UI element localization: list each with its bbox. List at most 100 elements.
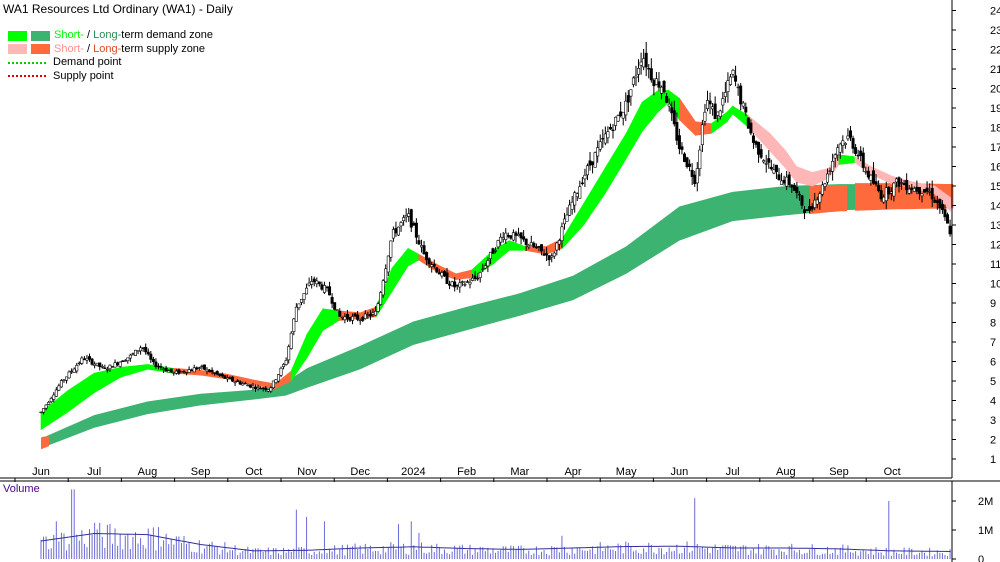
- candle-body: [499, 236, 503, 243]
- month-label: Jul: [726, 466, 740, 478]
- price-tick-label: 20: [990, 84, 1000, 96]
- candle-body: [900, 182, 904, 184]
- candle-body: [660, 86, 664, 94]
- price-tick-label: 7: [990, 337, 996, 349]
- candle-body: [113, 362, 117, 368]
- candle-body: [683, 153, 687, 162]
- candle-body: [726, 80, 730, 92]
- candle-body: [874, 181, 878, 185]
- month-label: Apr: [564, 466, 581, 478]
- candle-body: [116, 362, 120, 365]
- candle-body: [785, 176, 789, 187]
- candle-body: [422, 245, 426, 255]
- candle-body: [440, 272, 444, 277]
- candle-body: [501, 237, 505, 240]
- long-term-supply-block: [809, 185, 847, 214]
- long-term-demand-band: [41, 184, 951, 449]
- month-label: Aug: [138, 466, 158, 478]
- candle-body: [259, 387, 263, 390]
- long-term-supply-block: [41, 436, 49, 450]
- candle-body: [946, 214, 950, 224]
- candle-body: [657, 81, 661, 88]
- candle-body: [877, 185, 881, 192]
- candle-body: [568, 204, 572, 216]
- candle-body: [593, 152, 597, 168]
- candle-body: [565, 214, 569, 222]
- candle-body: [514, 232, 518, 236]
- candle-body: [621, 111, 625, 119]
- candle-body: [810, 206, 814, 210]
- candle-body: [404, 215, 408, 218]
- candle-body: [705, 100, 709, 109]
- candle-body: [580, 182, 584, 185]
- zone-layer: [40, 89, 954, 450]
- candle-body: [930, 188, 934, 200]
- short-term-supply-segment: [812, 168, 829, 187]
- candle-body: [772, 169, 776, 174]
- candle-body: [151, 358, 155, 362]
- candle-body: [938, 199, 942, 209]
- candle-body: [751, 135, 755, 143]
- candle-body: [667, 103, 671, 107]
- candle-body: [425, 251, 429, 261]
- candle-body: [317, 281, 321, 285]
- short-term-demand-segment: [838, 154, 856, 165]
- candle-body: [700, 124, 704, 145]
- candle-body: [70, 370, 74, 373]
- candle-body: [282, 364, 286, 367]
- candle-body: [190, 369, 194, 372]
- legend-supply-rest: term supply zone: [121, 42, 206, 55]
- price-tick-label: 18: [990, 123, 1000, 135]
- candle-body: [136, 350, 140, 352]
- month-label: Oct: [884, 466, 901, 478]
- candle-body: [649, 68, 653, 81]
- candle-body: [542, 253, 546, 256]
- short-term-supply-segment: [796, 166, 813, 187]
- candle-body: [511, 232, 515, 241]
- month-label: Feb: [457, 466, 476, 478]
- candle-body: [72, 368, 76, 373]
- candle-body: [322, 285, 326, 293]
- candle-body: [800, 195, 804, 206]
- candle-body: [368, 313, 372, 317]
- candle-body: [815, 199, 819, 205]
- volume-tick-label: 2M: [978, 496, 993, 508]
- candle-body: [583, 174, 587, 180]
- candle-body: [121, 360, 125, 363]
- candle-body: [902, 183, 906, 186]
- candle-body: [792, 184, 796, 191]
- candle-body: [764, 163, 768, 165]
- short-term-demand-segment: [562, 202, 584, 250]
- candle-body: [133, 349, 137, 356]
- candle-body: [100, 366, 104, 368]
- candle-body: [519, 232, 523, 239]
- candle-body: [654, 78, 658, 85]
- candle-body: [430, 264, 434, 268]
- candle-body: [575, 193, 579, 198]
- candle-body: [634, 75, 638, 79]
- candle-body: [639, 61, 643, 66]
- candle-body: [611, 129, 615, 132]
- candle-body: [213, 372, 217, 374]
- candle-body: [195, 367, 199, 370]
- candle-body: [169, 368, 173, 373]
- price-tick-label: 15: [990, 181, 1000, 193]
- candle-body: [310, 281, 314, 285]
- candle-body: [381, 280, 385, 296]
- candle-body: [126, 357, 130, 362]
- candle-body: [762, 160, 766, 163]
- candle-body: [864, 171, 868, 173]
- candle-body: [376, 303, 380, 312]
- candle-body: [340, 316, 344, 319]
- candle-body: [647, 67, 651, 70]
- candle-body: [98, 362, 102, 368]
- candle-body: [614, 116, 618, 126]
- price-tick-label: 14: [990, 201, 1000, 213]
- candle-body: [685, 157, 689, 168]
- candle-body: [432, 264, 436, 267]
- candle-body: [670, 107, 674, 114]
- candle-body: [573, 192, 577, 206]
- candle-body: [481, 268, 485, 271]
- candle-body: [915, 186, 919, 192]
